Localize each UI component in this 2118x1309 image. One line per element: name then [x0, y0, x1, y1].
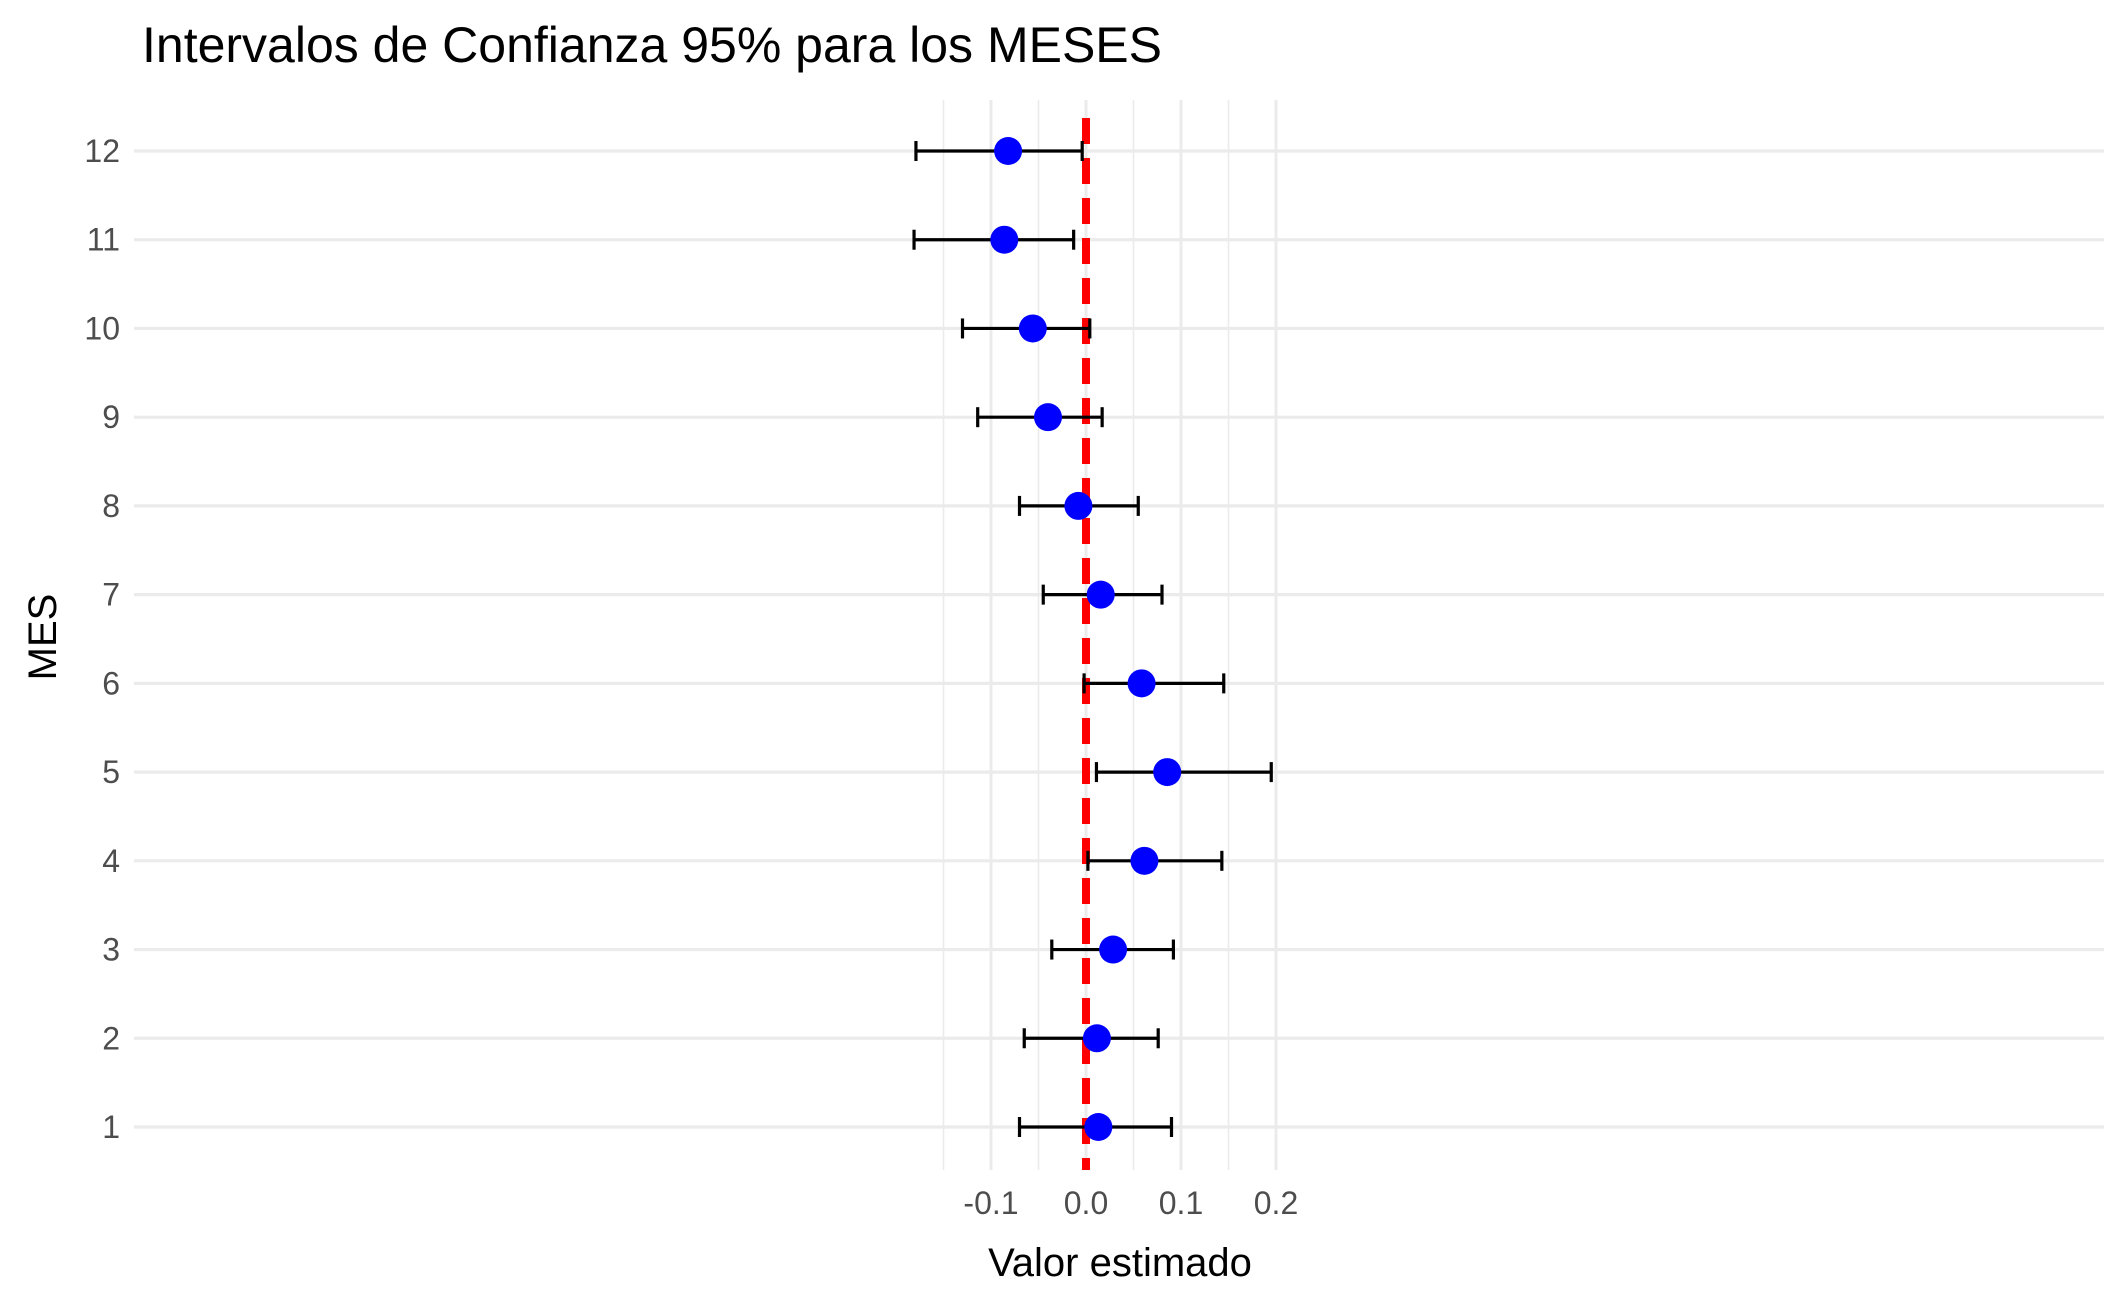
chart-title: Intervalos de Confianza 95% para los MES…: [142, 17, 1162, 73]
estimate-point: [1086, 580, 1115, 609]
estimate-point: [990, 225, 1019, 254]
estimate-point: [1034, 403, 1062, 432]
x-axis-title: Valor estimado: [988, 1241, 1252, 1285]
y-tick-label: 10: [84, 310, 120, 346]
y-axis-title: MES: [21, 594, 65, 681]
x-tick-label: 0.2: [1254, 1185, 1298, 1221]
estimate-point: [1130, 846, 1159, 875]
estimate-point: [1064, 491, 1093, 520]
x-tick-label: -0.1: [963, 1185, 1018, 1221]
y-tick-label: 3: [102, 932, 120, 968]
y-tick-label: 6: [102, 665, 120, 701]
y-tick-label: 4: [102, 843, 120, 879]
x-tick-labels: -0.1 0.0 0.1 0.2: [963, 1185, 1298, 1221]
estimate-points: [990, 137, 1182, 1141]
estimate-point: [1082, 1024, 1111, 1053]
y-tick-label: 8: [102, 488, 120, 524]
estimate-point: [1018, 314, 1047, 343]
y-tick-label: 2: [102, 1020, 120, 1056]
estimate-point: [994, 137, 1023, 165]
y-tick-label: 5: [102, 754, 120, 790]
x-tick-label: 0.0: [1064, 1185, 1108, 1221]
y-tick-label: 12: [84, 133, 120, 169]
estimate-point: [1153, 758, 1182, 787]
y-tick-label: 7: [102, 577, 120, 613]
y-tick-label: 11: [87, 222, 120, 258]
estimate-point: [1099, 935, 1128, 964]
y-tick-label: 1: [102, 1109, 120, 1145]
estimate-point: [1084, 1113, 1113, 1141]
estimate-point: [1127, 669, 1156, 698]
x-tick-label: 0.1: [1159, 1185, 1203, 1221]
y-tick-label: 9: [102, 399, 120, 435]
